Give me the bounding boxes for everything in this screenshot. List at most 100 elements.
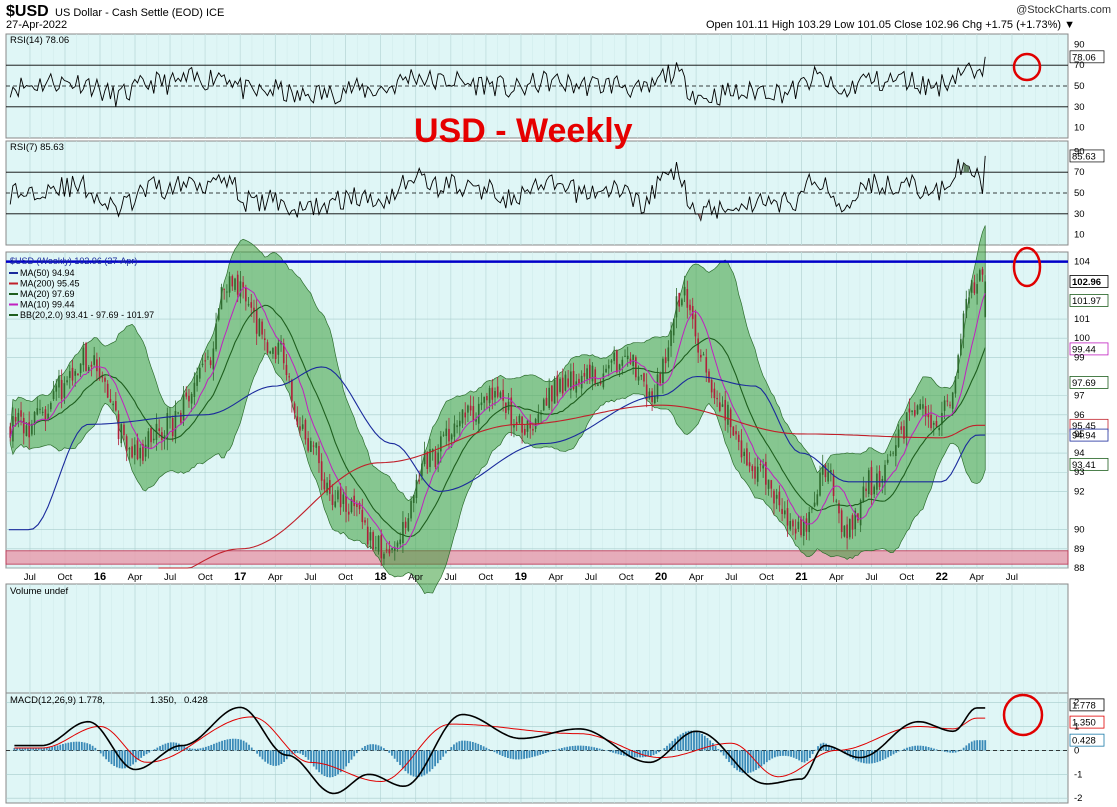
- price-value-tag-text: 101.97: [1072, 296, 1101, 307]
- price-candle: [545, 397, 548, 406]
- price-candle: [813, 502, 816, 507]
- price-candle: [892, 452, 894, 454]
- price-candle: [71, 367, 74, 381]
- rsi-value-tag-text: 78.06: [1072, 52, 1096, 63]
- price-candle: [884, 464, 886, 484]
- price-candle: [773, 490, 775, 504]
- price-candle: [128, 448, 131, 450]
- brand-link[interactable]: @StockCharts.com: [1016, 4, 1111, 16]
- price-value-tag-text: 93.41: [1072, 460, 1096, 471]
- macd-histogram-bar: [684, 731, 687, 751]
- macd-histogram-bar: [666, 745, 668, 751]
- macd-histogram-bar: [706, 737, 709, 751]
- macd-histogram-bar: [633, 750, 636, 758]
- price-candle: [60, 379, 63, 400]
- price-candle: [196, 375, 198, 386]
- price-candle: [166, 413, 169, 440]
- macd-histogram-bar: [968, 743, 970, 751]
- macd-histogram-bar: [771, 750, 774, 759]
- macd-histogram-bar: [542, 750, 544, 754]
- price-candle: [816, 494, 819, 505]
- macd-line: [14, 706, 986, 795]
- macd-histogram-bar: [773, 750, 776, 758]
- macd-histogram-bar: [652, 750, 655, 756]
- x-tick-label: Jul: [164, 572, 176, 583]
- macd-histogram-bar: [393, 750, 396, 759]
- macd-histogram-bar: [614, 750, 617, 754]
- price-candle: [125, 436, 128, 451]
- price-candle: [299, 426, 301, 431]
- macd-histogram-bar: [431, 750, 434, 770]
- macd-histogram-bar: [186, 747, 188, 751]
- price-candle: [678, 292, 680, 307]
- price-candle: [597, 384, 599, 387]
- x-tick-label: Oct: [478, 572, 493, 583]
- macd-histogram-bar: [318, 750, 321, 773]
- macd-histogram-bar: [951, 750, 954, 753]
- macd-histogram-bar: [703, 735, 706, 751]
- x-tick-label: Apr: [268, 572, 283, 583]
- macd-histogram-bar: [210, 744, 213, 751]
- price-candle: [922, 404, 924, 409]
- price-candle: [112, 403, 114, 406]
- price-candle: [960, 339, 962, 356]
- quote-date: 27-Apr-2022: [6, 19, 68, 31]
- x-tick-label: Jul: [445, 572, 457, 583]
- price-candle: [488, 388, 491, 404]
- price-candle: [356, 503, 358, 507]
- price-candle: [908, 408, 911, 413]
- macd-histogram-bar: [53, 746, 56, 751]
- macd-histogram-bar: [258, 750, 261, 757]
- x-tick-label: Jul: [24, 572, 36, 583]
- price-candle: [610, 360, 613, 363]
- price-value-tag: [1069, 457, 1109, 471]
- macd-highlight-circle: [1002, 693, 1044, 737]
- macd-histogram-bar: [223, 740, 226, 751]
- price-candle: [250, 302, 253, 308]
- price-candle: [236, 274, 239, 295]
- price-candle: [718, 402, 721, 412]
- macd-histogram-bar: [976, 740, 979, 751]
- price-candle: [602, 373, 605, 388]
- price-candle: [228, 276, 231, 293]
- rsi-y-tick: 30: [1074, 209, 1085, 220]
- price-value-tag-text: 99.44: [1072, 344, 1096, 355]
- price-candle: [383, 553, 385, 559]
- macd-histogram-bar: [234, 738, 237, 751]
- price-candle: [613, 352, 615, 361]
- rsi-value-tag-text: 85.63: [1072, 151, 1096, 162]
- macd-histogram-bar: [339, 750, 342, 773]
- macd-histogram-bar: [196, 748, 199, 751]
- price-candle: [345, 495, 347, 512]
- price-candle: [670, 330, 672, 347]
- price-candle: [253, 307, 255, 312]
- macd-histogram-bar: [954, 750, 957, 753]
- macd-histogram-bar: [307, 750, 310, 760]
- macd-histogram-bar: [142, 750, 145, 756]
- macd-histogram-bar: [361, 747, 364, 751]
- price-candle: [911, 410, 913, 412]
- macd-histogram-bar: [229, 738, 232, 751]
- price-candle: [797, 521, 800, 529]
- macd-histogram-bar: [455, 742, 458, 751]
- price-candle: [58, 375, 60, 388]
- macd-histogram-bar: [202, 747, 205, 751]
- macd-histogram-bar: [269, 750, 272, 766]
- macd-histogram-bar: [62, 743, 64, 751]
- rsi-y-tick: 70: [1074, 167, 1085, 178]
- price-candle: [212, 348, 215, 370]
- macd-histogram-bar: [644, 750, 647, 758]
- price-candle: [895, 445, 897, 456]
- price-candle: [364, 520, 366, 523]
- x-tick-label: Jul: [585, 572, 597, 583]
- macd-histogram-bar: [852, 750, 854, 759]
- price-candle: [464, 412, 467, 418]
- macd-histogram-bar: [809, 750, 811, 759]
- price-candle: [551, 385, 553, 402]
- macd-histogram-bar: [250, 747, 253, 751]
- price-candle: [681, 299, 683, 306]
- macd-histogram-bar: [973, 740, 976, 751]
- price-candle: [532, 428, 534, 431]
- price-candle: [418, 480, 420, 482]
- macd-histogram-bar: [37, 748, 40, 751]
